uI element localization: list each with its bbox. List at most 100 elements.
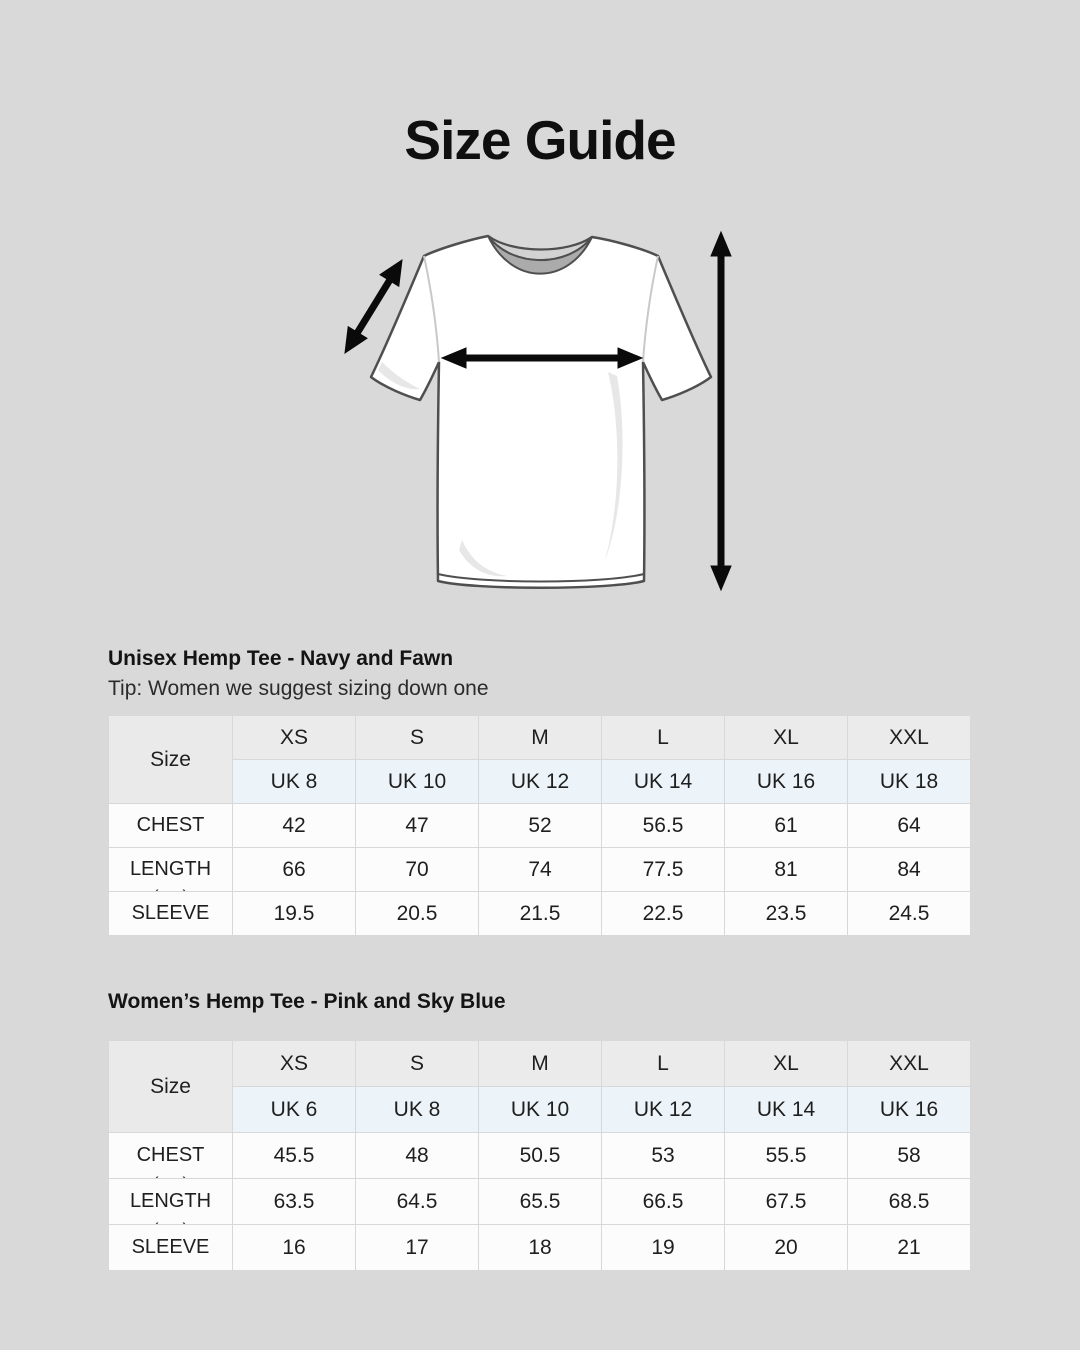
womens-size-table: Size XS S M L XL XXL UK 6 UK 8 UK 10 UK … bbox=[108, 1040, 971, 1271]
value-cell: 64.5 bbox=[355, 1178, 479, 1225]
value-cell: 66.5 bbox=[601, 1178, 725, 1225]
value-cell: 19.5 bbox=[232, 891, 356, 936]
right-sleeve-seam bbox=[642, 255, 659, 363]
uk-size-header: UK 10 bbox=[355, 759, 479, 804]
sleeve-arrow-icon bbox=[344, 258, 403, 355]
tshirt-graphic bbox=[344, 230, 732, 592]
value-cell: 64 bbox=[847, 803, 971, 848]
value-cell: 20.5 bbox=[355, 891, 479, 936]
size-header: XXL bbox=[847, 1040, 971, 1087]
value-cell: 18 bbox=[478, 1224, 602, 1271]
value-cell: 67.5 bbox=[724, 1178, 848, 1225]
womens-section-heading: Women’s Hemp Tee - Pink and Sky Blue bbox=[108, 989, 978, 1014]
size-header: XL bbox=[724, 715, 848, 760]
value-cell: 55.5 bbox=[724, 1132, 848, 1179]
uk-size-header: UK 18 bbox=[847, 759, 971, 804]
shading-right-torso bbox=[604, 372, 623, 563]
shading-left-sleeve bbox=[378, 362, 420, 390]
value-cell: 47 bbox=[355, 803, 479, 848]
value-cell: 17 bbox=[355, 1224, 479, 1271]
row-sublabel: (cm) bbox=[109, 1174, 232, 1178]
collar-opening bbox=[487, 235, 593, 275]
size-corner-label: Size bbox=[108, 715, 233, 804]
unisex-size-table: Size XS S M L XL XXL UK 8 UK 10 UK 12 UK… bbox=[108, 715, 971, 936]
tshirt-body bbox=[369, 234, 713, 589]
left-sleeve-seam bbox=[423, 255, 440, 363]
row-label: SLEEVE bbox=[131, 902, 210, 924]
uk-size-header: UK 12 bbox=[601, 1086, 725, 1133]
value-cell: 53 bbox=[601, 1132, 725, 1179]
size-header-row: Size XS S M L XL XXL bbox=[108, 1040, 971, 1133]
size-header-row: Size XS S M L XL XXL bbox=[108, 715, 971, 804]
row-sublabel: (cm) bbox=[109, 887, 232, 891]
value-cell: 21 bbox=[847, 1224, 971, 1271]
size-header: S bbox=[355, 1040, 479, 1087]
row-label: SLEEVE bbox=[131, 1236, 210, 1258]
size-header: M bbox=[478, 1040, 602, 1087]
value-cell: 45.5 bbox=[232, 1132, 356, 1179]
row-label: CHEST bbox=[136, 1144, 205, 1166]
uk-size-header-row: UK 6 UK 8 UK 10 UK 12 UK 14 UK 16 bbox=[109, 1086, 971, 1133]
size-header: L bbox=[601, 1040, 725, 1087]
value-cell: 19 bbox=[601, 1224, 725, 1271]
uk-size-header: UK 10 bbox=[478, 1086, 602, 1133]
row-label-cell: LENGTH (cm) bbox=[108, 847, 233, 892]
uk-size-header: UK 8 bbox=[355, 1086, 479, 1133]
value-cell: 74 bbox=[478, 847, 602, 892]
value-cell: 56.5 bbox=[601, 803, 725, 848]
row-label-cell: SLEEVE bbox=[108, 1224, 233, 1271]
value-cell: 68.5 bbox=[847, 1178, 971, 1225]
uk-size-header: UK 6 bbox=[232, 1086, 356, 1133]
value-cell: 70 bbox=[355, 847, 479, 892]
value-cell: 50.5 bbox=[478, 1132, 602, 1179]
chest-row: CHEST (cm) 45.5 48 50.5 53 55.5 58 bbox=[108, 1132, 971, 1179]
row-label-cell: LENGTH (cm) bbox=[108, 1178, 233, 1225]
hem-line bbox=[437, 573, 645, 583]
size-header: L bbox=[601, 715, 725, 760]
value-cell: 84 bbox=[847, 847, 971, 892]
value-cell: 23.5 bbox=[724, 891, 848, 936]
size-header: XL bbox=[724, 1040, 848, 1087]
row-label: LENGTH bbox=[129, 858, 212, 880]
size-header: XXL bbox=[847, 715, 971, 760]
uk-size-header-row: UK 8 UK 10 UK 12 UK 14 UK 16 UK 18 bbox=[109, 759, 971, 804]
table-title: Unisex Hemp Tee - Navy and Fawn bbox=[108, 647, 454, 670]
value-cell: 63.5 bbox=[232, 1178, 356, 1225]
row-label-cell: CHEST (cm) bbox=[108, 1132, 233, 1179]
row-label-cell: CHEST bbox=[108, 803, 233, 848]
value-cell: 77.5 bbox=[601, 847, 725, 892]
row-label-cell: SLEEVE bbox=[108, 891, 233, 936]
row-label: CHEST bbox=[136, 814, 205, 836]
value-cell: 65.5 bbox=[478, 1178, 602, 1225]
chest-arrow-icon bbox=[440, 347, 644, 369]
length-arrow-icon bbox=[710, 230, 732, 592]
value-cell: 42 bbox=[232, 803, 356, 848]
uk-size-header: UK 14 bbox=[724, 1086, 848, 1133]
value-cell: 61 bbox=[724, 803, 848, 848]
size-corner-label: Size bbox=[108, 1040, 233, 1133]
table-title: Women’s Hemp Tee - Pink and Sky Blue bbox=[108, 990, 506, 1013]
uk-size-header: UK 16 bbox=[847, 1086, 971, 1133]
unisex-section-heading: Unisex Hemp Tee - Navy and Fawn Tip: Wom… bbox=[108, 646, 978, 701]
uk-size-header: UK 14 bbox=[601, 759, 725, 804]
size-header: M bbox=[478, 715, 602, 760]
tshirt-diagram bbox=[320, 210, 760, 610]
value-cell: 48 bbox=[355, 1132, 479, 1179]
sleeve-row: SLEEVE 19.5 20.5 21.5 22.5 23.5 24.5 bbox=[108, 891, 971, 936]
value-cell: 21.5 bbox=[478, 891, 602, 936]
row-sublabel: (cm) bbox=[109, 1220, 232, 1224]
value-cell: 66 bbox=[232, 847, 356, 892]
sleeve-row: SLEEVE 16 17 18 19 20 21 bbox=[108, 1224, 971, 1271]
size-header: XS bbox=[232, 715, 356, 760]
value-cell: 81 bbox=[724, 847, 848, 892]
value-cell: 20 bbox=[724, 1224, 848, 1271]
length-row: LENGTH (cm) 66 70 74 77.5 81 84 bbox=[108, 847, 971, 892]
table-tip: Tip: Women we suggest sizing down one bbox=[108, 677, 489, 700]
chest-row: CHEST 42 47 52 56.5 61 64 bbox=[108, 803, 971, 848]
row-label: LENGTH bbox=[129, 1190, 212, 1212]
page-title: Size Guide bbox=[404, 109, 676, 171]
uk-size-header: UK 12 bbox=[478, 759, 602, 804]
size-header: XS bbox=[232, 1040, 356, 1087]
uk-size-header: UK 8 bbox=[232, 759, 356, 804]
